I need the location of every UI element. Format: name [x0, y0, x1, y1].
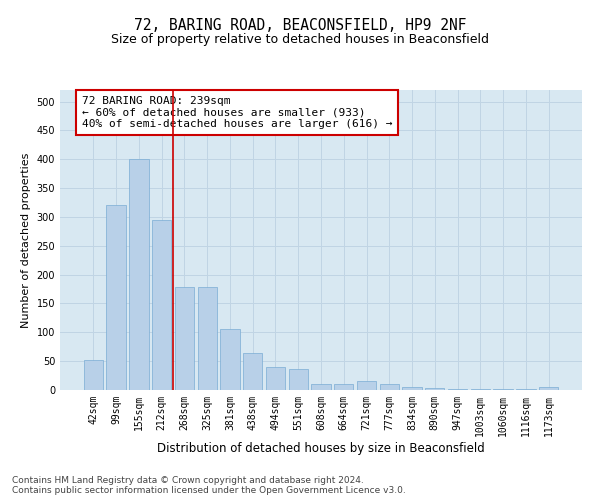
Y-axis label: Number of detached properties: Number of detached properties: [21, 152, 31, 328]
Bar: [106, 206, 126, 390]
Text: Size of property relative to detached houses in Beaconsfield: Size of property relative to detached ho…: [111, 32, 489, 46]
Bar: [403, 386, 422, 390]
X-axis label: Distribution of detached houses by size in Beaconsfield: Distribution of detached houses by size …: [157, 442, 485, 454]
Bar: [266, 367, 285, 390]
Bar: [152, 220, 172, 390]
Text: 72, BARING ROAD, BEACONSFIELD, HP9 2NF: 72, BARING ROAD, BEACONSFIELD, HP9 2NF: [134, 18, 466, 32]
Bar: [289, 369, 308, 390]
Bar: [334, 384, 353, 390]
Bar: [448, 389, 467, 390]
Bar: [425, 388, 445, 390]
Bar: [243, 352, 262, 390]
Bar: [197, 288, 217, 390]
Bar: [539, 387, 558, 390]
Bar: [357, 382, 376, 390]
Bar: [220, 329, 239, 390]
Text: 72 BARING ROAD: 239sqm
← 60% of detached houses are smaller (933)
40% of semi-de: 72 BARING ROAD: 239sqm ← 60% of detached…: [82, 96, 392, 129]
Bar: [175, 288, 194, 390]
Bar: [129, 159, 149, 390]
Bar: [311, 384, 331, 390]
Bar: [380, 384, 399, 390]
Bar: [84, 360, 103, 390]
Text: Contains HM Land Registry data © Crown copyright and database right 2024.
Contai: Contains HM Land Registry data © Crown c…: [12, 476, 406, 495]
